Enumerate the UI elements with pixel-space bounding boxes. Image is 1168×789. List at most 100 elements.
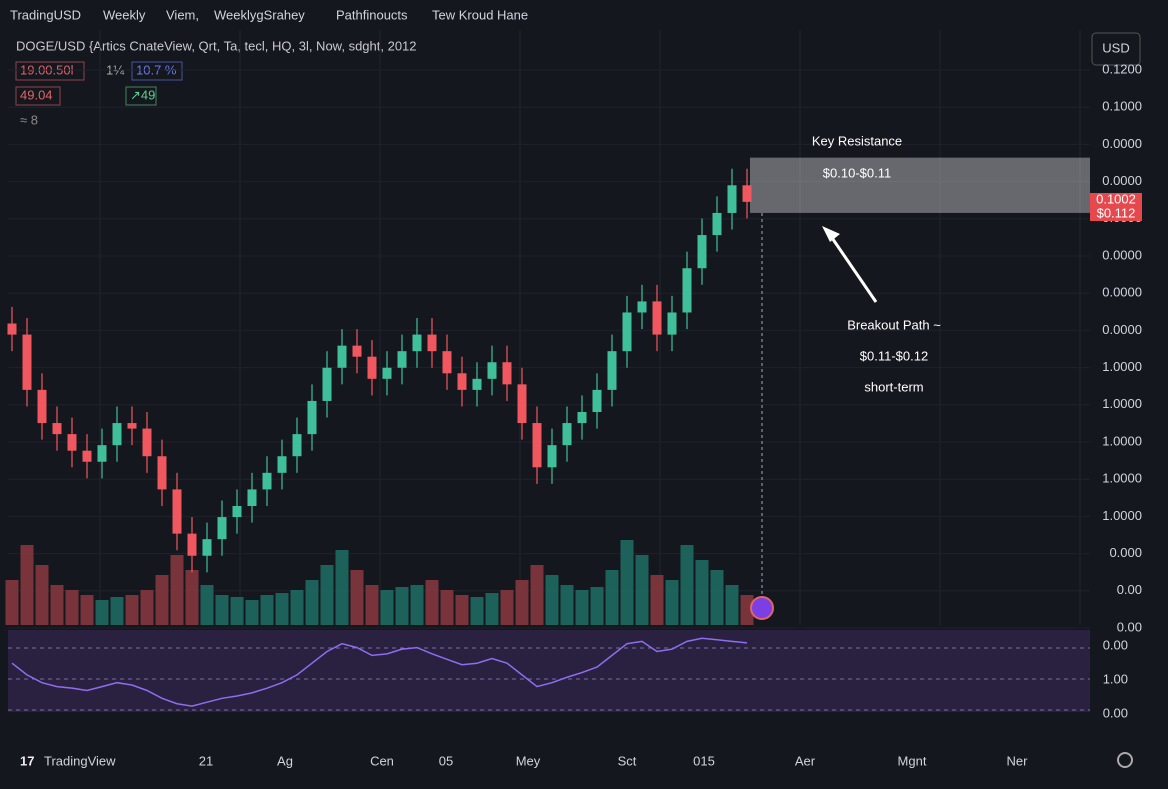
price-label: 1.0000	[1102, 433, 1142, 448]
candle-body	[202, 539, 212, 556]
menu-item[interactable]: TradingUSD	[10, 7, 81, 22]
candle-body	[622, 312, 632, 352]
price-badge: 0.1002	[1096, 191, 1136, 206]
candle-body	[82, 450, 92, 462]
time-label: Ag	[277, 753, 293, 768]
time-label: 21	[199, 753, 213, 768]
menu-item[interactable]: Weekly	[103, 7, 146, 22]
arrow-shaft	[826, 231, 878, 303]
brand[interactable]: TradingView	[44, 753, 116, 768]
volume-bar	[665, 580, 679, 625]
candle-body	[517, 384, 527, 424]
menu-item[interactable]: Viem,	[166, 7, 199, 22]
volume-bar	[5, 580, 19, 625]
volume-bar	[575, 590, 589, 625]
volume-bar	[290, 590, 304, 625]
annotation: Key Resistance	[812, 133, 902, 148]
time-label: Cen	[370, 753, 394, 768]
volume-bar	[125, 595, 139, 625]
volume-bar	[635, 555, 649, 625]
candle-body	[232, 506, 242, 518]
candle-body	[217, 517, 227, 540]
volume-bar	[725, 585, 739, 625]
volume-bar	[305, 580, 319, 625]
volume-bar	[275, 593, 289, 625]
volume-bar	[620, 540, 634, 625]
candle-body	[577, 412, 587, 424]
volume-bar	[410, 585, 424, 625]
volume-bar	[215, 595, 229, 625]
volume-bar	[680, 545, 694, 625]
candle-body	[562, 423, 572, 446]
candle-body	[397, 351, 407, 368]
candle-body	[247, 489, 257, 506]
osc-label: 0.00	[1103, 637, 1128, 652]
volume-bar	[35, 565, 49, 625]
volume-bar	[65, 590, 79, 625]
volume-bar	[155, 575, 169, 625]
settings-icon[interactable]	[1117, 752, 1133, 768]
price-label: 0.0000	[1102, 136, 1142, 151]
candle-body	[652, 301, 662, 335]
candle-body	[667, 312, 677, 335]
price-label: 0.000	[1109, 545, 1142, 560]
volume-bar	[710, 570, 724, 625]
menu-item[interactable]: WeeklygSrahey	[214, 7, 305, 22]
volume-bar	[230, 597, 244, 625]
candle-body	[127, 423, 137, 429]
candle-body	[337, 345, 347, 368]
menu-item[interactable]: Tew Kroud Hane	[432, 7, 528, 22]
candle-body	[142, 428, 152, 457]
price-label: 0.1200	[1102, 61, 1142, 76]
candle-body	[382, 367, 392, 379]
volume-bar	[740, 595, 754, 625]
volume-bar	[170, 555, 184, 625]
volume-bar	[470, 597, 484, 625]
candle-body	[7, 323, 17, 335]
time-label: Ner	[1007, 753, 1029, 768]
time-label: 05	[439, 753, 453, 768]
volume-bar	[245, 600, 259, 625]
price-label: 0.00	[1117, 582, 1142, 597]
candle-body	[292, 434, 302, 457]
volume-bar	[560, 585, 574, 625]
price-label: 1.0000	[1102, 359, 1142, 374]
time-label: Aer	[795, 753, 816, 768]
candle-body	[712, 212, 722, 236]
volume-bar	[20, 545, 34, 625]
badge-box	[125, 86, 157, 106]
candle-body	[97, 445, 107, 462]
volume-bar	[485, 593, 499, 625]
menu-item[interactable]: Pathfinoucts	[336, 7, 408, 22]
symbol-line: DOGE/USD {Artics CnateView, Qrt, Ta, tec…	[16, 38, 417, 53]
candle-body	[427, 334, 437, 352]
time-label: Mgnt	[898, 753, 927, 768]
candle-body	[742, 185, 752, 202]
price-label: 0.0000	[1102, 247, 1142, 262]
candle-body	[262, 472, 272, 490]
volume-bar	[80, 595, 94, 625]
osc-label: 1.00	[1103, 671, 1128, 686]
price-label: 1.0000	[1102, 396, 1142, 411]
price-badge-box	[1090, 193, 1142, 207]
candle-body	[637, 301, 647, 313]
price-badge-box	[1090, 207, 1142, 221]
event-marker	[750, 596, 774, 620]
time-label: 015	[693, 753, 715, 768]
badge-box	[15, 86, 61, 106]
candle-body	[592, 389, 602, 412]
volume-bar	[395, 587, 409, 625]
volume-bar	[500, 590, 514, 625]
candle-body	[307, 400, 317, 435]
chart-area: TradingUSD Weekly Viem, WeeklygSrahey Pathfi…	[5, 7, 1142, 768]
osc-label: 0.00	[1103, 705, 1128, 720]
volume-bar	[530, 565, 544, 625]
volume-bar	[260, 595, 274, 625]
currency-button[interactable]	[1091, 32, 1141, 66]
volume-bar	[335, 550, 349, 625]
volume-bar	[95, 600, 109, 625]
badge: ↗49	[130, 87, 155, 102]
badge: ≈ 8	[20, 112, 38, 127]
